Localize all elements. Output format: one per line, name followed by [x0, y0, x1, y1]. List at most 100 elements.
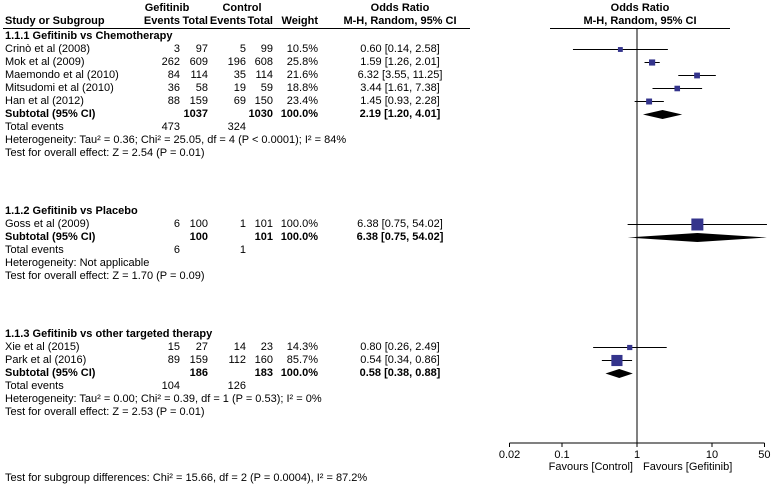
study-total-gefitinib: 100 [189, 218, 208, 230]
or-marker [649, 59, 656, 66]
study-total-control: 101 [254, 218, 273, 230]
study-total-gefitinib: 159 [189, 354, 208, 366]
axis-tick-label: 0.1 [554, 449, 570, 461]
total-events-control: 126 [227, 380, 246, 392]
study-events-gefitinib: 15 [167, 341, 180, 353]
subtotal-total-control: 1030 [248, 108, 273, 120]
study-total-gefitinib: 58 [195, 82, 208, 94]
study-events-gefitinib: 262 [161, 56, 180, 68]
subtotal-total-gefitinib: 100 [189, 231, 208, 243]
column-ci: M-H, Random, 95% CI [343, 15, 457, 27]
column-events-gefitinib: Events [143, 15, 180, 27]
study-ci-text: 0.60 [0.14, 2.58] [360, 43, 440, 55]
study-events-gefitinib: 3 [173, 43, 180, 55]
study-events-control: 196 [227, 56, 246, 68]
study-total-control: 99 [260, 43, 273, 55]
column-group-gefitinib: Gefitinib [144, 2, 190, 14]
study-events-control: 1 [239, 218, 246, 230]
study-ci-text: 3.44 [1.61, 7.38] [360, 82, 440, 94]
subgroup-differences-note: Test for subgroup differences: Chi² = 15… [5, 472, 368, 484]
or-marker [694, 72, 700, 79]
subtotal-weight: 100.0% [280, 367, 318, 379]
column-total-gefitinib: Total [182, 15, 208, 27]
axis-tick-label: 0.02 [498, 449, 521, 461]
overall-effect-note: Test for overall effect: Z = 1.70 (P = 0… [5, 270, 205, 282]
study-total-control: 23 [260, 341, 273, 353]
subtotal-label: Subtotal (95% CI) [5, 108, 96, 120]
header-underline-right [550, 28, 730, 29]
total-events-label: Total events [5, 121, 64, 133]
study-events-control: 14 [233, 341, 246, 353]
study-weight: 14.3% [286, 341, 318, 353]
study-name: Goss et al (2009) [5, 218, 90, 230]
subtotal-weight: 100.0% [280, 231, 318, 243]
total-events-control: 1 [239, 244, 246, 256]
study-events-control: 112 [228, 354, 246, 366]
subtotal-ci-text: 6.38 [0.75, 54.02] [356, 231, 444, 243]
study-weight: 18.8% [286, 82, 318, 94]
column-events-control: Events [209, 15, 246, 27]
study-events-control: 69 [233, 95, 246, 107]
study-total-gefitinib: 114 [190, 69, 208, 81]
axis-tick-label: 1 [633, 449, 641, 461]
favours-left-label: Favours [Control] [548, 461, 633, 473]
axis-tick-label: 50 [758, 449, 771, 461]
subtotal-weight: 100.0% [280, 108, 318, 120]
study-ci-text: 6.38 [0.75, 54.02] [357, 218, 443, 230]
overall-effect-note: Test for overall effect: Z = 2.53 (P = 0… [5, 406, 205, 418]
column-weight: Weight [281, 15, 318, 27]
subtotal-ci-text: 0.58 [0.38, 0.88] [359, 367, 441, 379]
overall-effect-note: Test for overall effect: Z = 2.54 (P = 0… [5, 147, 205, 159]
or-marker [646, 98, 653, 105]
axis-tick-label: 10 [705, 449, 719, 461]
study-ci-text: 0.80 [0.26, 2.49] [360, 341, 440, 353]
study-weight: 25.8% [286, 56, 318, 68]
subtotal-diamond [642, 110, 683, 119]
study-total-control: 608 [254, 56, 273, 68]
study-name: Park et al (2016) [5, 354, 87, 366]
study-weight: 100.0% [280, 218, 318, 230]
header-underline-left [3, 28, 470, 29]
subtotal-diamond [605, 369, 633, 378]
study-total-gefitinib: 159 [189, 95, 208, 107]
subtotal-label: Subtotal (95% CI) [5, 367, 96, 379]
study-events-gefitinib: 84 [167, 69, 180, 81]
or-marker [611, 354, 623, 367]
study-name: Mok et al (2009) [5, 56, 85, 68]
column-group-control: Control [222, 2, 262, 14]
heterogeneity-note: Heterogeneity: Not applicable [5, 257, 150, 269]
study-total-control: 114 [255, 69, 273, 81]
study-weight: 21.6% [286, 69, 318, 81]
heterogeneity-note: Heterogeneity: Tau² = 0.36; Chi² = 25.05… [5, 134, 347, 146]
study-total-control: 160 [254, 354, 273, 366]
study-events-gefitinib: 36 [167, 82, 180, 94]
total-events-gefitinib: 473 [161, 121, 180, 133]
or-marker [691, 218, 704, 231]
study-weight: 85.7% [286, 354, 318, 366]
study-total-gefitinib: 609 [189, 56, 208, 68]
or-marker [674, 85, 681, 92]
study-ci-text: 1.59 [1.26, 2.01] [360, 56, 440, 68]
study-name: Mitsudomi et al (2010) [5, 82, 114, 94]
study-events-control: 5 [239, 43, 246, 55]
total-events-control: 324 [227, 121, 246, 133]
total-events-label: Total events [5, 244, 64, 256]
study-name: Crinò et al (2008) [5, 43, 90, 55]
study-total-gefitinib: 27 [195, 341, 208, 353]
study-total-control: 59 [260, 82, 273, 94]
or-marker [617, 47, 623, 52]
heterogeneity-note: Heterogeneity: Tau² = 0.00; Chi² = 0.39,… [5, 393, 322, 405]
or-marker [627, 344, 633, 351]
study-ci-text: 1.45 [0.93, 2.28] [360, 95, 440, 107]
total-events-gefitinib: 104 [161, 380, 180, 392]
column-odds-ratio: Odds Ratio [370, 2, 430, 14]
column-study-or-subgroup: Study or Subgroup [5, 15, 105, 27]
subgroup-label: 1.1.3 Gefitinib vs other targeted therap… [5, 328, 213, 340]
study-total-gefitinib: 97 [195, 43, 208, 55]
study-events-gefitinib: 89 [167, 354, 180, 366]
study-events-control: 19 [233, 82, 246, 94]
study-name: Han et al (2012) [5, 95, 84, 107]
study-weight: 23.4% [286, 95, 318, 107]
subtotal-diamond [627, 233, 767, 242]
